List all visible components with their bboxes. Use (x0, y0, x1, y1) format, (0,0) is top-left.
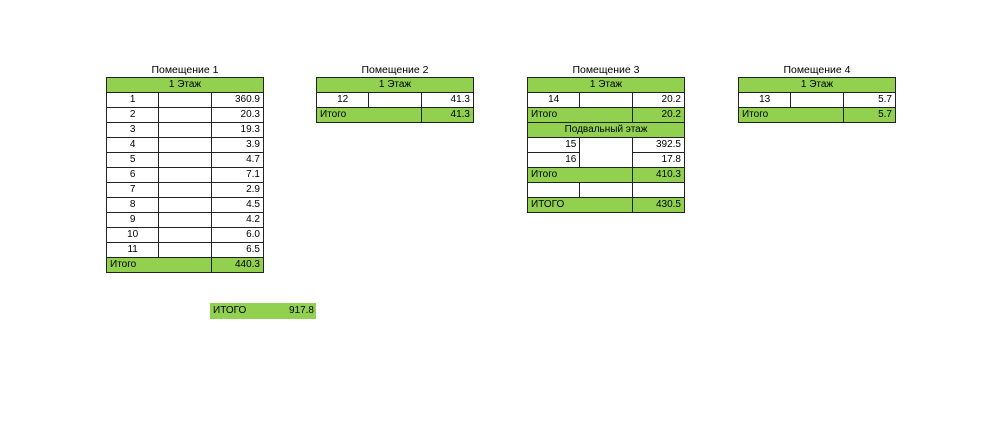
room-title: Помещение 2 (361, 64, 429, 76)
table-row: 10 6.0 (105, 227, 265, 243)
area-value: 360.9 (210, 92, 265, 108)
area-value: 3.9 (210, 137, 265, 153)
area-value: 17.8 (631, 152, 686, 168)
floor-header: 1 Этаж (738, 77, 896, 93)
table-row: 5 4.7 (105, 152, 265, 168)
area-value: 4.7 (210, 152, 265, 168)
area-value: 20.2 (631, 92, 686, 108)
room-title: Помещение 4 (783, 64, 851, 76)
room-title: Помещение 1 (151, 64, 219, 76)
area-value: 7.1 (210, 167, 265, 183)
room-number: 7 (105, 182, 160, 198)
room-number: 11 (105, 242, 160, 258)
room-number: 4 (105, 137, 160, 153)
basement-header: Подвальный этаж (527, 122, 685, 138)
area-value: 4.2 (210, 212, 265, 228)
floor-header: 1 Этаж (106, 77, 264, 93)
subtotal-value: 410.3 (631, 167, 686, 183)
room-number: 9 (105, 212, 160, 228)
room-number: 10 (105, 227, 160, 243)
total-value: 41.3 (420, 107, 475, 123)
area-value: 2.9 (210, 182, 265, 198)
area-value: 20.3 (210, 107, 265, 123)
total-label: Итого (738, 107, 844, 123)
room-number: 13 (737, 92, 792, 108)
area-value: 6.0 (210, 227, 265, 243)
room-4-block: Помещение 4 1 Этаж 13 5.7 Итого 5.7 (737, 63, 897, 123)
room-number: 15 (526, 137, 581, 153)
area-value: 6.5 (210, 242, 265, 258)
table-row: 8 4.5 (105, 197, 265, 213)
room-1-block: Помещение 1 1 Этаж 1 360.9 2 20.3 3 19.3 4 3.9 5 4… (105, 63, 265, 273)
area-value: 392.5 (631, 137, 686, 153)
area-value: 19.3 (210, 122, 265, 138)
room-number: 8 (105, 197, 160, 213)
room-2-table: 1 Этаж 12 41.3 Итого 41.3 (315, 77, 475, 123)
subtotal-label: Итого (527, 107, 633, 123)
table-row: 7 2.9 (105, 182, 265, 198)
room-3-table: 1 Этаж 14 20.2 Итого 20.2 Подвальный этаж … (526, 77, 686, 213)
floor-header: 1 Этаж (527, 77, 685, 93)
grand-total-label: ИТОГО (213, 305, 247, 316)
table-row: 4 3.9 (105, 137, 265, 153)
table-row: 13 5.7 (737, 92, 897, 108)
room-total-value: 430.5 (631, 197, 686, 213)
table-row: 2 20.3 (105, 107, 265, 123)
subtotal-label: Итого (527, 167, 633, 183)
table-row: 1 360.9 (105, 92, 265, 108)
total-label: Итого (316, 107, 422, 123)
room-number: 16 (526, 152, 581, 168)
room-2-block: Помещение 2 1 Этаж 12 41.3 Итого 41.3 (315, 63, 475, 123)
room-1-table: 1 Этаж 1 360.9 2 20.3 3 19.3 4 3.9 5 4.7 6 7.1 7 2.9 8 4… (105, 77, 265, 273)
table-row: 6 7.1 (105, 167, 265, 183)
grand-total-value: 917.8 (288, 305, 314, 316)
area-value: 4.5 (210, 197, 265, 213)
room-number: 1 (105, 92, 160, 108)
table-row: 12 41.3 (315, 92, 475, 108)
total-value: 5.7 (842, 107, 897, 123)
room-4-table: 1 Этаж 13 5.7 Итого 5.7 (737, 77, 897, 123)
room-3-block: Помещение 3 1 Этаж 14 20.2 Итого 20.2 Подв… (526, 63, 686, 213)
room-title: Помещение 3 (572, 64, 640, 76)
room-total-label: ИТОГО (527, 197, 633, 213)
room-number: 2 (105, 107, 160, 123)
room-number: 6 (105, 167, 160, 183)
subtotal-value: 20.2 (631, 107, 686, 123)
table-row: 3 19.3 (105, 122, 265, 138)
total-label: Итого (106, 257, 212, 273)
table-row: 11 6.5 (105, 242, 265, 258)
area-value: 41.3 (420, 92, 475, 108)
grand-total: ИТОГО 917.8 (210, 303, 316, 319)
room-number: 5 (105, 152, 160, 168)
total-value: 440.3 (210, 257, 265, 273)
table-row: 9 4.2 (105, 212, 265, 228)
floor-header: 1 Этаж (316, 77, 474, 93)
room-number: 12 (315, 92, 370, 108)
area-value: 5.7 (842, 92, 897, 108)
room-number: 14 (526, 92, 581, 108)
room-number: 3 (105, 122, 160, 138)
